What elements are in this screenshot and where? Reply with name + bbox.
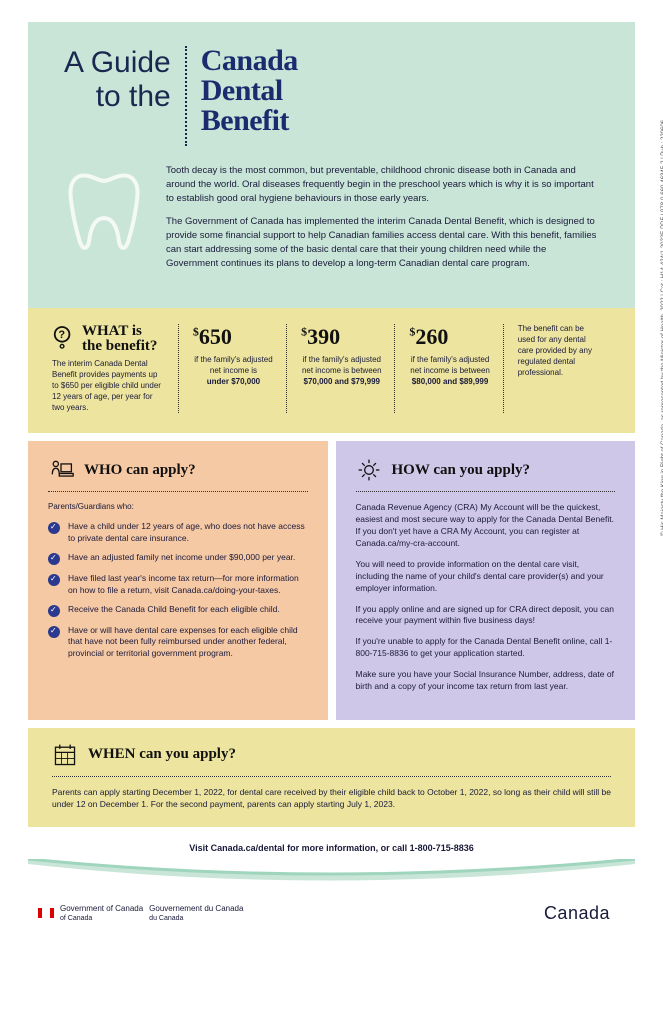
intro-text: Tooth decay is the most common, but prev… [166, 164, 599, 280]
when-body: Parents can apply starting December 1, 2… [52, 787, 611, 811]
tooth-icon [64, 164, 144, 262]
what-intro: The interim Canada Dental Benefit provid… [52, 359, 166, 413]
svg-text:?: ? [58, 329, 65, 341]
canada-wordmark: Canada [544, 903, 625, 924]
who-list: Have a child under 12 years of age, who … [48, 521, 308, 659]
hero-section: A Guideto the CanadaDentalBenefit Tooth … [28, 22, 635, 308]
who-lead: Parents/Guardians who: [48, 502, 308, 513]
what-heading: WHAT isthe benefit? [82, 324, 157, 354]
government-branding: Government of Canadaof Canada Gouverneme… [28, 887, 635, 924]
how-p3: If you apply online and are signed up fo… [356, 604, 616, 628]
when-section: WHEN can you apply? Parents can apply st… [28, 728, 635, 827]
how-heading: HOW can you apply? [392, 462, 531, 479]
guide-intro: A Guideto the [64, 46, 171, 114]
how-p5: Make sure you have your Social Insurance… [356, 669, 616, 693]
main-title: CanadaDentalBenefit [201, 46, 298, 136]
check-icon [48, 574, 60, 586]
check-icon [48, 553, 60, 565]
footer-info: Visit Canada.ca/dental for more informat… [28, 827, 635, 859]
tier-1: $650 if the family's adjusted net income… [193, 324, 287, 413]
gov-fr: Gouvernement du Canada [149, 904, 243, 913]
how-p4: If you're unable to apply for the Canada… [356, 636, 616, 660]
how-p1: Canada Revenue Agency (CRA) My Account w… [356, 502, 616, 550]
who-heading: WHO can apply? [84, 462, 196, 479]
calendar-icon [52, 742, 78, 768]
gov-en: Government of Canada [60, 904, 143, 913]
what-note: The benefit can be used for any dental c… [518, 324, 611, 413]
title-divider [185, 46, 187, 146]
what-section: ? WHAT isthe benefit? The interim Canada… [28, 308, 635, 433]
person-computer-icon [48, 457, 74, 483]
question-icon: ? [52, 324, 74, 352]
how-section: HOW can you apply? Canada Revenue Agency… [336, 441, 636, 720]
wave-decoration [28, 859, 635, 887]
who-section: WHO can apply? Parents/Guardians who: Ha… [28, 441, 328, 720]
check-icon [48, 605, 60, 617]
tier-2: $390 if the family's adjusted net income… [301, 324, 395, 413]
tier-3: $260 if the family's adjusted net income… [409, 324, 503, 413]
check-icon [48, 522, 60, 534]
check-icon [48, 626, 60, 638]
flag-icon [38, 908, 54, 918]
gear-icon [356, 457, 382, 483]
when-heading: WHEN can you apply? [88, 746, 236, 763]
how-p2: You will need to provide information on … [356, 559, 616, 595]
